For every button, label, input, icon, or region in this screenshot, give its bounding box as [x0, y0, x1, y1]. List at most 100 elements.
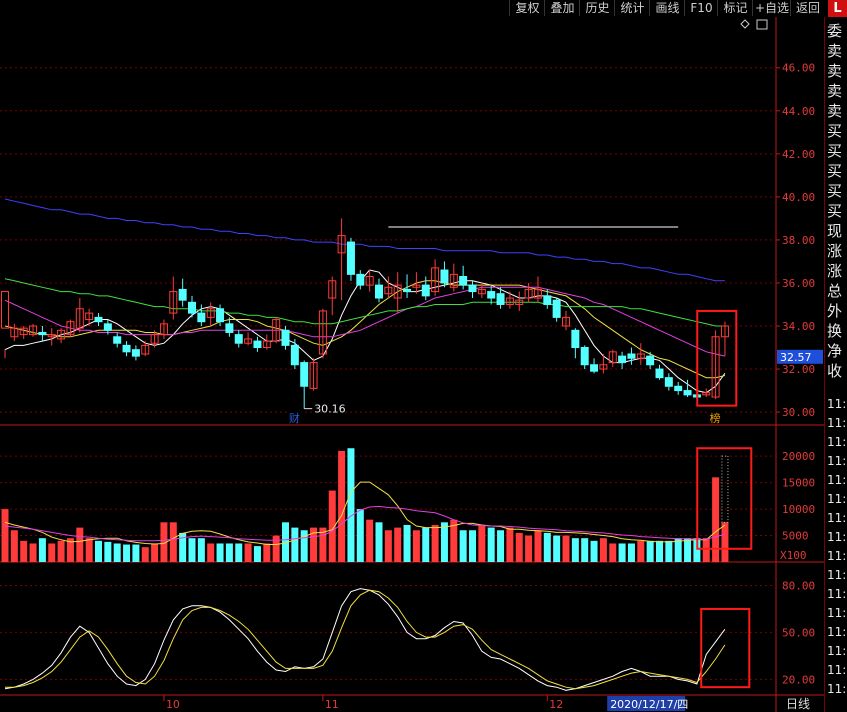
trade-time: 11:	[827, 625, 847, 639]
price-tick-label: 32.00	[782, 363, 815, 376]
moving-averages	[4, 198, 726, 394]
volume-bar	[104, 541, 112, 562]
volume-bar	[57, 540, 65, 562]
volume-bar	[244, 543, 252, 562]
oscillator-tick-label: 50.00	[782, 626, 815, 639]
candle-body	[702, 392, 711, 396]
volume-bar	[450, 519, 458, 562]
volume-bar	[66, 538, 74, 562]
candle-body	[459, 276, 468, 286]
volume-bar	[263, 543, 271, 562]
trade-time: 11:	[827, 416, 847, 430]
volume-bar	[179, 532, 187, 562]
candle-body	[431, 267, 440, 293]
quote-field-label: 买	[827, 202, 843, 220]
quote-field-label: 买	[827, 142, 843, 160]
candle-body	[468, 284, 477, 293]
event-marker: 榜	[710, 411, 721, 425]
price-tick-label: 42.00	[782, 148, 815, 161]
low-price-label: 30.16	[314, 403, 346, 416]
volume-bar	[665, 540, 673, 562]
volume-bar	[431, 524, 439, 562]
candle-body	[496, 293, 505, 305]
candle-body	[103, 323, 112, 331]
logo: L	[828, 0, 847, 17]
volume-bar	[123, 544, 131, 562]
quote-field-label: 卖	[827, 42, 843, 60]
candle-body	[384, 286, 393, 295]
volume-bar	[366, 519, 374, 562]
draw-line-button[interactable]: 画线	[649, 0, 685, 16]
history-button[interactable]: 历史	[579, 0, 615, 16]
quote-field-label: 涨	[827, 242, 843, 260]
volume-bar	[497, 530, 505, 562]
volume-bar	[20, 540, 28, 562]
volume-unit-label: X100	[780, 549, 807, 562]
oscillator-line-0	[4, 588, 726, 691]
trade-time: 11:	[827, 644, 847, 658]
quote-field-label: 涨	[827, 262, 843, 280]
candle-body	[580, 347, 589, 366]
volume-bar	[609, 543, 617, 562]
x-tick-label: 12	[549, 698, 563, 711]
candle-body	[636, 353, 645, 359]
volume-bar	[515, 532, 523, 562]
candle-body	[590, 364, 599, 372]
volume-bar	[412, 530, 420, 562]
volume-bar	[487, 527, 495, 562]
volume-bar	[684, 538, 692, 562]
oscillator-line-1	[5, 589, 726, 690]
volume-bar	[151, 543, 159, 562]
volume-bar	[291, 527, 299, 562]
volume-bar	[394, 527, 402, 562]
mark-button[interactable]: 标记	[717, 0, 753, 16]
kline-chart[interactable]: 30.00 32.00 34.00 36.00 38.00 40.00 42.00 44.00…	[0, 17, 824, 712]
statistics-button[interactable]: 统计	[614, 0, 650, 16]
f10-button[interactable]: F10	[684, 0, 718, 16]
oscillator-tick-label: 80.00	[782, 579, 815, 592]
back-button[interactable]: 返回	[790, 0, 825, 16]
candle-body	[66, 321, 75, 336]
event-marker: 财	[289, 411, 300, 425]
volume-bar	[216, 543, 224, 562]
candle-body	[683, 390, 692, 396]
candle-body	[272, 319, 281, 342]
candle-body	[365, 276, 374, 286]
quote-field-label: 买	[827, 122, 843, 140]
volume-tip-box	[721, 455, 729, 523]
candle-body	[113, 336, 122, 344]
volume-bar	[440, 522, 448, 562]
candle-body	[47, 334, 56, 338]
candle-body	[281, 329, 290, 346]
candle-body	[543, 295, 552, 305]
price-ma-line-4	[4, 198, 725, 282]
add-watchlist-button[interactable]: +自选	[752, 0, 791, 16]
volume-bar	[225, 543, 233, 562]
fuquan-button[interactable]: 复权	[509, 0, 545, 16]
event-marker-bg	[287, 411, 302, 424]
volume-bar	[328, 490, 336, 562]
volume-bar	[403, 524, 411, 562]
candle-body	[38, 331, 47, 336]
candle-body	[646, 355, 655, 366]
volume-bar	[525, 535, 533, 562]
volume-bar	[207, 543, 215, 562]
quote-side-panel: 委卖卖卖卖买买买买买现涨涨总外换净收 11: 11: 11: 11: 11: 11: 11: 1…	[824, 17, 847, 712]
highlight-box-oscillator	[700, 607, 751, 689]
quote-field-label: 总	[827, 282, 843, 300]
price-ma-line-1	[4, 280, 726, 379]
quote-field-label: 买	[827, 182, 843, 200]
volume-bar	[347, 448, 355, 562]
price-tick-label: 44.00	[782, 105, 815, 118]
volume-bar	[384, 530, 392, 562]
volume-bar	[48, 543, 56, 562]
trade-time: 11:	[827, 663, 847, 677]
candle-body	[159, 323, 168, 336]
candle-body	[412, 284, 421, 288]
volume-bar	[95, 540, 102, 562]
overlay-button[interactable]: 叠加	[544, 0, 580, 16]
price-tick-label: 34.00	[782, 320, 815, 333]
candle-body	[262, 340, 271, 349]
candle-body	[75, 308, 84, 329]
volume-bar	[562, 535, 570, 562]
